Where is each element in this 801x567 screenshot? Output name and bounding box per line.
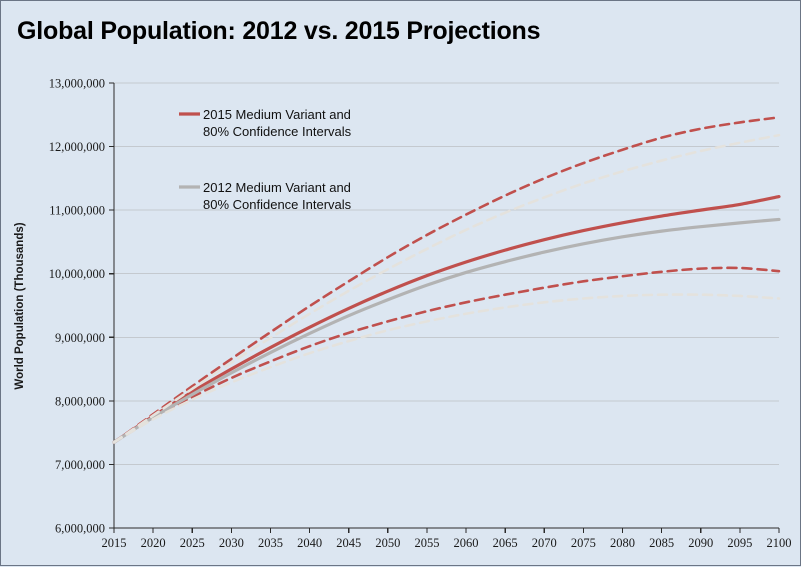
svg-text:2040: 2040: [297, 536, 322, 550]
legend-label-line1: 2015 Medium Variant and: [203, 107, 351, 122]
svg-text:2045: 2045: [336, 536, 361, 550]
svg-text:2020: 2020: [141, 536, 166, 550]
chart-legend: 2015 Medium Variant and 80% Confidence In…: [179, 107, 352, 212]
svg-text:World Population (Thousands): World Population (Thousands): [14, 222, 26, 389]
legend-label-line2: 80% Confidence Intervals: [203, 124, 352, 139]
svg-text:2030: 2030: [219, 536, 244, 550]
y-axis-ticks: 6,000,000 7,000,000 8,000,000 9,000,000 10,0…: [49, 77, 114, 536]
svg-text:2050: 2050: [375, 536, 400, 550]
y-axis-title: World Population (Thousands): [14, 222, 26, 389]
series-2012-80-lower-bound: [112, 293, 781, 444]
svg-text:13,000,000: 13,000,000: [49, 77, 105, 91]
x-axis-ticks: 2015 2020 2025 2030 2035 2040 2045 2050 2055 2060…: [102, 528, 792, 550]
svg-text:2095: 2095: [727, 536, 752, 550]
axes: [113, 83, 779, 529]
svg-text:2090: 2090: [688, 536, 713, 550]
svg-text:2075: 2075: [571, 536, 596, 550]
svg-text:7,000,000: 7,000,000: [55, 458, 105, 472]
svg-text:2015: 2015: [102, 536, 127, 550]
svg-text:2080: 2080: [610, 536, 635, 550]
svg-text:2085: 2085: [649, 536, 674, 550]
series-2015-medium-variant: [112, 195, 781, 444]
svg-text:12,000,000: 12,000,000: [49, 140, 105, 154]
gridlines: [114, 82, 779, 465]
legend-label-line1: 2012 Medium Variant and: [203, 180, 351, 195]
page-title: Global Population: 2012 vs. 2015 Project…: [17, 17, 541, 45]
svg-text:2100: 2100: [767, 536, 792, 550]
svg-text:2065: 2065: [493, 536, 518, 550]
svg-text:6,000,000: 6,000,000: [55, 522, 105, 536]
legend-label-line2: 80% Confidence Intervals: [203, 197, 352, 212]
svg-text:11,000,000: 11,000,000: [49, 204, 105, 218]
svg-text:2070: 2070: [532, 536, 557, 550]
svg-text:2055: 2055: [414, 536, 439, 550]
svg-text:2035: 2035: [258, 536, 283, 550]
series-2015-80-upper-bound: [112, 116, 781, 444]
svg-text:2025: 2025: [180, 536, 205, 550]
series-2015-80-lower-bound: [112, 266, 781, 444]
svg-text:9,000,000: 9,000,000: [55, 331, 105, 345]
svg-text:10,000,000: 10,000,000: [49, 267, 105, 281]
data-series: [112, 116, 781, 444]
series-2012-medium-variant: [112, 217, 781, 444]
svg-text:8,000,000: 8,000,000: [55, 394, 105, 408]
series-2012-80-upper-bound: [112, 133, 781, 444]
svg-text:2060: 2060: [454, 536, 479, 550]
